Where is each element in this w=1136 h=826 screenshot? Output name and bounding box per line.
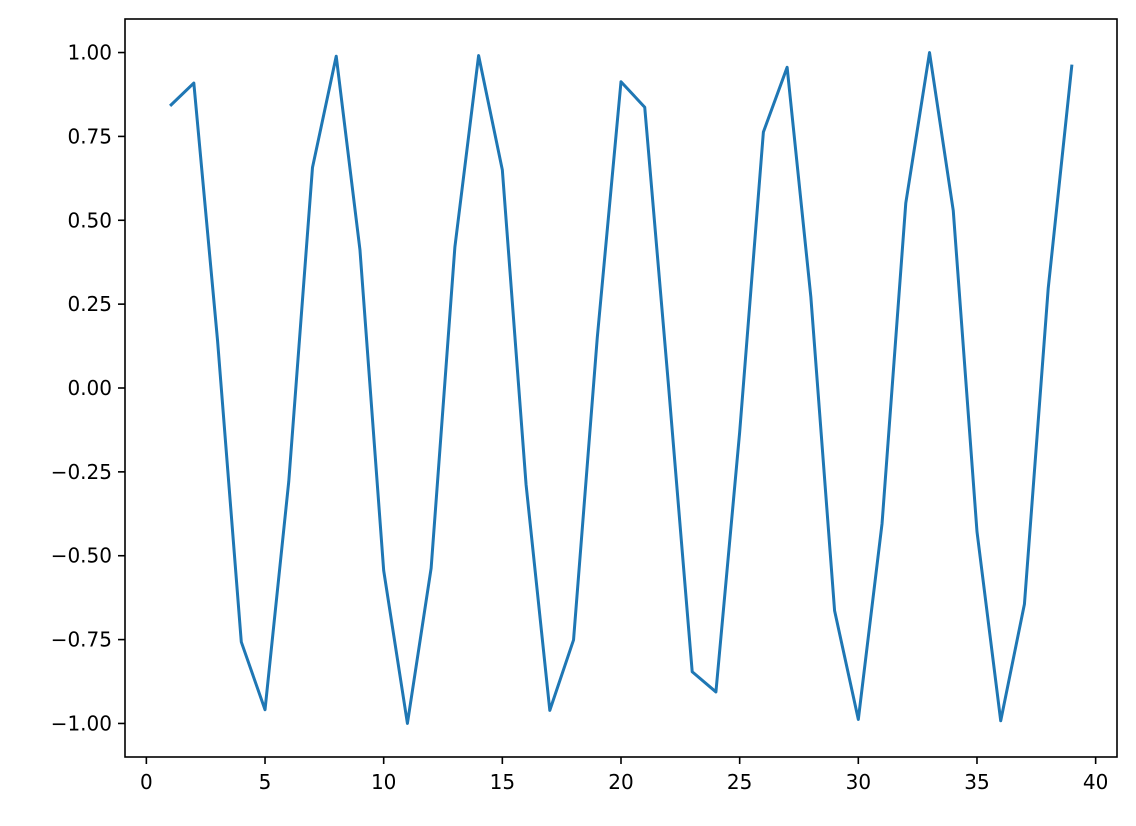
plot-frame bbox=[124, 18, 1118, 758]
y-tick-label: 0.50 bbox=[67, 208, 112, 232]
y-tick-label: 0.75 bbox=[67, 124, 112, 148]
x-tick-label: 30 bbox=[846, 770, 871, 794]
y-tick-label: 1.00 bbox=[67, 41, 112, 65]
x-tick-label: 20 bbox=[608, 770, 633, 794]
y-tick-label: 0.25 bbox=[67, 292, 112, 316]
y-tick-label: 0.00 bbox=[67, 376, 112, 400]
x-tick-label: 40 bbox=[1083, 770, 1108, 794]
x-tick-label: 0 bbox=[140, 770, 153, 794]
x-tick-label: 35 bbox=[964, 770, 989, 794]
x-tick-label: 5 bbox=[259, 770, 272, 794]
y-tick-label: −0.50 bbox=[51, 544, 112, 568]
y-tick-label: −0.25 bbox=[51, 460, 112, 484]
x-tick-label: 10 bbox=[371, 770, 396, 794]
y-tick-label: −0.75 bbox=[51, 628, 112, 652]
y-tick-label: −1.00 bbox=[51, 711, 112, 735]
y-axis-ticks: 1.00 0.75 0.50 0.25 0.00 −0.25 −0.50 −0.75 −1.00 bbox=[51, 41, 125, 735]
x-axis-ticks: 0 5 10 15 20 25 30 35 40 bbox=[140, 757, 1108, 794]
series-line bbox=[169, 51, 1074, 725]
x-tick-label: 15 bbox=[490, 770, 515, 794]
x-tick-label: 25 bbox=[727, 770, 752, 794]
